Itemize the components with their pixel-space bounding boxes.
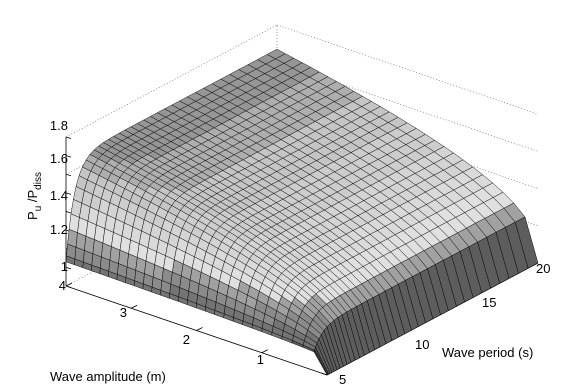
z-tick-label: 1 [61,259,68,274]
y-tick [65,282,73,287]
surface-patch [313,350,328,376]
y-tick-label: 4 [59,278,66,293]
x-tick-label: 10 [415,337,429,352]
x-tick [320,372,328,376]
x-tick-label: 15 [482,295,496,310]
z-axis-label-sub1: u [33,206,44,212]
z-tick-label: 1.8 [50,118,68,133]
z-tick [65,192,72,195]
z-tick [65,285,72,288]
y-tick [196,327,203,331]
z-tick [65,266,72,270]
tick-labels: 1 1.2 1.4 1.6 1.8 4 3 2 1 5 10 15 20 [50,118,551,387]
y-tick [131,304,138,309]
box-edge [65,24,278,138]
x-tick-label: 5 [339,372,346,387]
z-tick [65,155,72,158]
z-tick [65,136,72,139]
y-tick [261,349,268,354]
z-axis-label-sub2: diss [33,172,44,190]
x-tick-label: 20 [536,261,550,276]
y-axis-label: Wave amplitude (m) [50,369,166,384]
y-tick-label: 3 [120,305,127,320]
box-edge [276,24,539,115]
y-tick-label: 1 [257,352,264,367]
z-axis-label-sep: /P [25,190,40,206]
y-tick-label: 2 [183,332,190,347]
z-tick-label: 1.6 [50,151,68,166]
x-axis-label: Wave period (s) [442,345,533,360]
z-axis-label: Pu /Pdiss [25,172,44,220]
z-tick [65,173,72,177]
surface-mesh [65,48,539,376]
svg-text:Pu /Pdiss: Pu /Pdiss [25,172,44,220]
z-axis-label-main: P [25,211,40,220]
z-tick [65,211,72,214]
z-tick-label: 1.2 [50,222,68,237]
z-tick-label: 1.4 [50,188,68,203]
